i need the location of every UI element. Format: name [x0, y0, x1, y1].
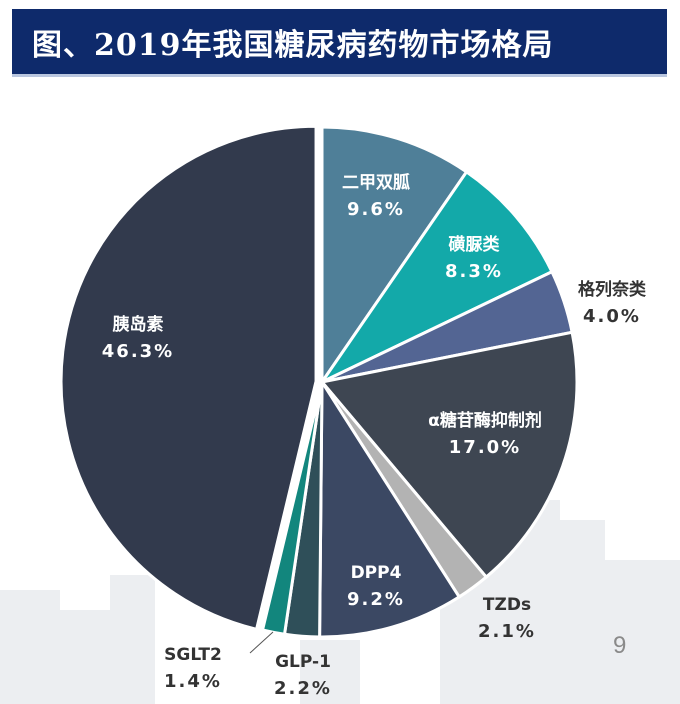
chart-title: 图、2019年我国糖尿病药物市场格局	[32, 27, 554, 63]
slice-label: α糖苷酶抑制剂	[428, 410, 542, 431]
pie-slice	[318, 376, 462, 639]
slice-value-label: 2.1%	[478, 621, 536, 642]
slice-value-label: 1.4%	[164, 671, 222, 692]
pie-slice	[319, 330, 579, 580]
leader-line	[249, 631, 274, 654]
slice-label: DPP4	[351, 563, 402, 583]
slice-value-label: 17.0%	[449, 437, 521, 458]
slice-value-label: 9.6%	[347, 199, 405, 220]
pie-slice	[317, 169, 554, 386]
slice-value-label: 4.0%	[583, 306, 641, 327]
slice-label: SGLT2	[164, 645, 222, 665]
slice-value-label: 8.3%	[445, 261, 503, 282]
title-bar: 图、2019年我国糖尿病药物市场格局	[12, 9, 667, 77]
slice-value-label: 9.2%	[347, 589, 405, 610]
pie-slice	[320, 125, 469, 387]
slice-label: GLP-1	[275, 652, 331, 672]
slice-label: 格列奈类	[578, 279, 647, 300]
slice-value-label: 2.2%	[274, 678, 332, 699]
page-number: 9	[613, 632, 627, 659]
slice-label: TZDs	[483, 595, 531, 615]
slice-label: 磺脲类	[449, 234, 501, 255]
pie-slice	[260, 381, 324, 636]
slice-label: 二甲双胍	[342, 172, 410, 193]
slice-value-label: 46.3%	[102, 341, 174, 362]
slice-label: 胰岛素	[113, 314, 164, 335]
pie-slice	[59, 124, 318, 632]
